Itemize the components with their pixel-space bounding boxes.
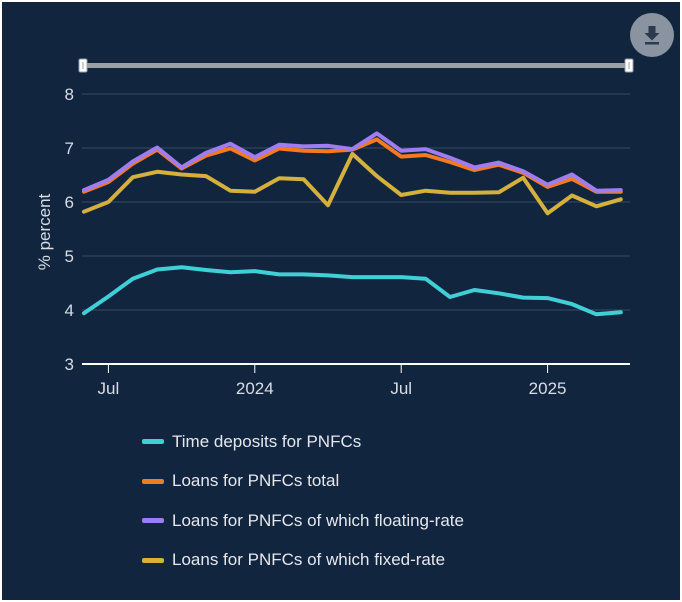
x-tick-label: 2024 bbox=[236, 379, 274, 398]
download-icon bbox=[644, 26, 660, 45]
range-navigator[interactable] bbox=[78, 58, 634, 73]
download-button[interactable] bbox=[630, 13, 674, 57]
legend-item[interactable]: Time deposits for PNFCs bbox=[142, 422, 464, 462]
legend-item[interactable]: Loans for PNFCs total bbox=[142, 462, 464, 502]
y-tick-label: 3 bbox=[65, 355, 74, 374]
series-line-3[interactable] bbox=[82, 151, 623, 216]
legend-label: Loans for PNFCs of which floating-rate bbox=[172, 510, 464, 530]
legend-label: Time deposits for PNFCs bbox=[172, 431, 362, 451]
range-track[interactable] bbox=[82, 63, 630, 68]
series-line-0[interactable] bbox=[82, 265, 623, 317]
legend-item[interactable]: Loans for PNFCs of which fixed-rate bbox=[142, 541, 464, 581]
y-axis-label: % percent bbox=[35, 193, 54, 270]
x-tick-label: Jul bbox=[390, 379, 412, 398]
legend-swatch bbox=[142, 557, 164, 563]
x-tick-label: 2025 bbox=[529, 379, 567, 398]
legend-swatch bbox=[142, 439, 164, 445]
legend-item[interactable]: Loans for PNFCs of which floating-rate bbox=[142, 501, 464, 541]
x-axis-ticks: Jul 2024 Jul 2025 bbox=[98, 364, 567, 398]
legend-label: Loans for PNFCs of which fixed-rate bbox=[172, 550, 446, 570]
x-tick-label: Jul bbox=[98, 379, 120, 398]
legend-swatch bbox=[142, 518, 164, 524]
y-tick-label: 8 bbox=[65, 85, 74, 104]
series-line-2[interactable] bbox=[82, 131, 623, 193]
series-lines bbox=[82, 131, 623, 317]
y-tick-label: 5 bbox=[65, 247, 74, 266]
legend: Time deposits for PNFCs Loans for PNFCs t… bbox=[142, 422, 464, 580]
legend-label: Loans for PNFCs total bbox=[172, 471, 340, 491]
y-tick-label: 4 bbox=[65, 301, 74, 320]
y-tick-label: 7 bbox=[65, 139, 74, 158]
y-tick-labels: 3 4 5 6 7 8 bbox=[65, 85, 74, 374]
y-tick-label: 6 bbox=[65, 193, 74, 212]
legend-swatch bbox=[142, 478, 164, 484]
